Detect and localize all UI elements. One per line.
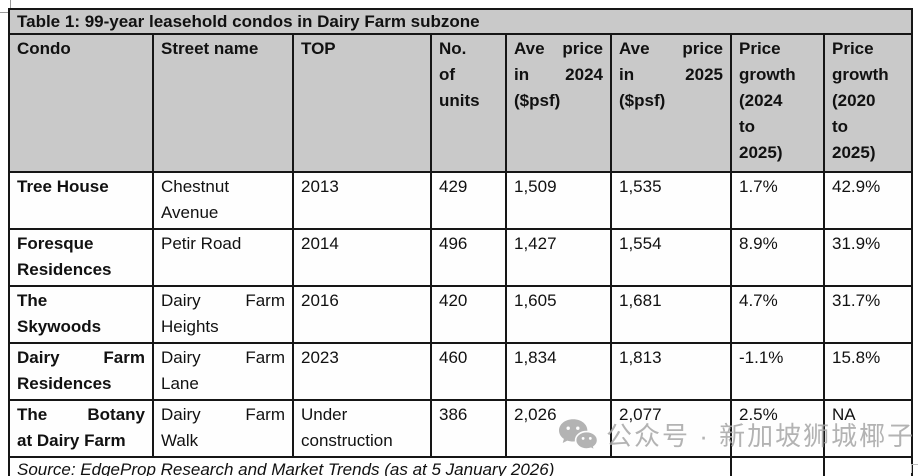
cell-street-name: Dairy Farm Walk: [152, 399, 294, 458]
cell-ave-price-2024: 1,427: [505, 228, 612, 287]
cell-top: 2013: [292, 171, 432, 230]
cell-price-growth-2024-2025: 2.5%: [730, 399, 825, 458]
corner-artifact: [0, 0, 11, 13]
cell-units: 496: [430, 228, 507, 287]
cell-price-growth-2020-2025: NA: [822, 399, 914, 458]
cell-condo: The Botany at Dairy Farm: [8, 399, 154, 458]
cell-top: Under construction: [292, 399, 432, 458]
cell-ave-price-2025: 2,077: [610, 399, 732, 458]
table-title-row: Table 1: 99-year leasehold condos in Dai…: [7, 8, 914, 35]
cell-price-growth-2024-2025: 4.7%: [730, 285, 825, 344]
table-header-row: Condo Street name TOP No. of units Ave pri…: [8, 33, 914, 173]
cell-ave-price-2025: 1,813: [610, 342, 732, 401]
cell-price-growth-2024-2025: -1.1%: [730, 342, 825, 401]
source-note: Source: EdgeProp Research and Market Tre…: [8, 456, 732, 476]
cell-price-growth-2024-2025: 8.9%: [730, 228, 825, 287]
cell-condo: Dairy Farm Residences: [8, 342, 154, 401]
column-header-ave-price-2025: Ave price in 2025 ($psf): [610, 33, 732, 173]
column-header-price-growth-2020-2025: Price growth (2020 to 2025): [822, 33, 914, 173]
cell-units: 386: [430, 399, 507, 458]
cell-price-growth-2020-2025: 31.7%: [822, 285, 914, 344]
cell-units: 429: [430, 171, 507, 230]
table-row: The Botany at Dairy Farm Dairy Farm Walk U…: [8, 399, 914, 458]
column-header-condo: Condo: [8, 33, 154, 173]
cell-ave-price-2024: 1,605: [505, 285, 612, 344]
cell-price-growth-2020-2025: 42.9%: [822, 171, 914, 230]
cell-condo: Tree House: [8, 171, 154, 230]
cell-ave-price-2025: 1,554: [610, 228, 732, 287]
column-header-top: TOP: [292, 33, 432, 173]
cell-top: 2014: [292, 228, 432, 287]
cell-units: 420: [430, 285, 507, 344]
corner-mark: [911, 464, 918, 473]
cell-ave-price-2025: 1,535: [610, 171, 732, 230]
cell-price-growth-2024-2025: 1.7%: [730, 171, 825, 230]
column-header-price-growth-2024-2025: Price growth (2024 to 2025): [730, 33, 825, 173]
cell-condo: The Skywoods: [8, 285, 154, 344]
empty-cell: [822, 456, 914, 476]
cell-price-growth-2020-2025: 15.8%: [822, 342, 914, 401]
cell-street-name: Petir Road: [152, 228, 294, 287]
table-row: Tree House Chestnut Avenue 2013 429 1,509…: [8, 171, 914, 230]
table-row: Dairy Farm Residences Dairy Farm Lane 2023…: [8, 342, 914, 401]
cell-ave-price-2024: 1,509: [505, 171, 612, 230]
cell-ave-price-2025: 1,681: [610, 285, 732, 344]
cell-units: 460: [430, 342, 507, 401]
column-header-no-of-units: No. of units: [430, 33, 507, 173]
leasehold-condos-table: Table 1: 99-year leasehold condos in Dai…: [7, 8, 914, 476]
column-header-ave-price-2024: Ave price in 2024 ($psf): [505, 33, 612, 173]
cell-price-growth-2020-2025: 31.9%: [822, 228, 914, 287]
table-row: The Skywoods Dairy Farm Heights 2016 420 1…: [8, 285, 914, 344]
cell-street-name: Dairy Farm Lane: [152, 342, 294, 401]
cell-ave-price-2024: 2,026: [505, 399, 612, 458]
cell-ave-price-2024: 1,834: [505, 342, 612, 401]
table-row: Foresque Residences Petir Road 2014 496 1…: [8, 228, 914, 287]
column-header-street-name: Street name: [152, 33, 294, 173]
empty-cell: [730, 456, 825, 476]
table-source-row: Source: EdgeProp Research and Market Tre…: [8, 456, 914, 476]
cell-top: 2016: [292, 285, 432, 344]
cell-street-name: Dairy Farm Heights: [152, 285, 294, 344]
cell-top: 2023: [292, 342, 432, 401]
table-title: Table 1: 99-year leasehold condos in Dai…: [7, 8, 914, 35]
cell-condo: Foresque Residences: [8, 228, 154, 287]
cell-street-name: Chestnut Avenue: [152, 171, 294, 230]
